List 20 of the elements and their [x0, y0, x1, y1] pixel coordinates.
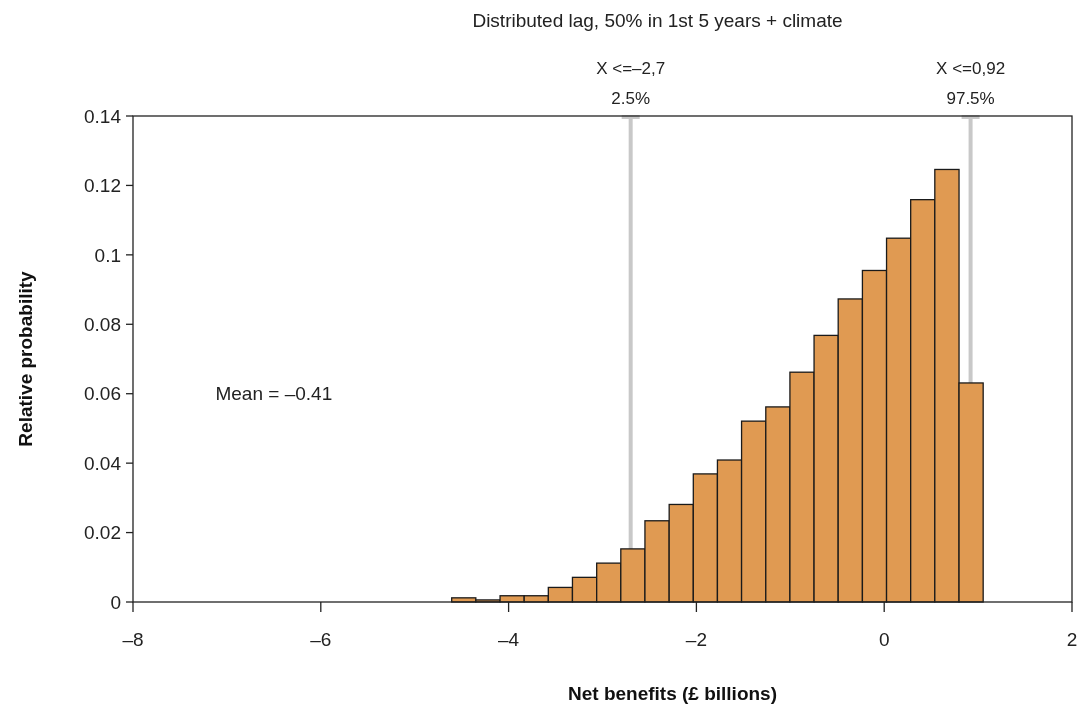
x-axis-title: Net benefits (£ billions) — [567, 683, 778, 704]
chart-title: Distributed lag, 50% in 1st 5 years + climate — [472, 10, 843, 31]
y-tick-label: 0 — [110, 591, 121, 613]
y-tick-label: 0.06 — [84, 383, 121, 405]
x-tick-label: 2 — [1066, 629, 1078, 650]
y-tick-label: 0.12 — [84, 175, 121, 197]
x-tick-label: 0 — [878, 629, 890, 650]
annotation: Mean = –0.41 — [215, 383, 333, 405]
ref-line-label: X <=–2,7 2.5% — [596, 59, 666, 108]
y-tick-label: 0.02 — [84, 522, 121, 544]
y-tick-label: 0.14 — [84, 105, 122, 127]
y-tick-label: 0.08 — [84, 313, 121, 335]
x-tick-label: –4 — [498, 629, 520, 650]
x-tick-label: –6 — [310, 629, 332, 650]
ref-line-label: X <=0,92 97.5% — [936, 59, 1006, 108]
x-tick-label: –2 — [685, 629, 707, 650]
y-tick-label: 0.04 — [84, 452, 122, 474]
x-tick-label: –8 — [122, 629, 144, 650]
y-axis-title: Relative probability — [15, 270, 36, 447]
y-tick-label: 0.1 — [94, 244, 121, 266]
